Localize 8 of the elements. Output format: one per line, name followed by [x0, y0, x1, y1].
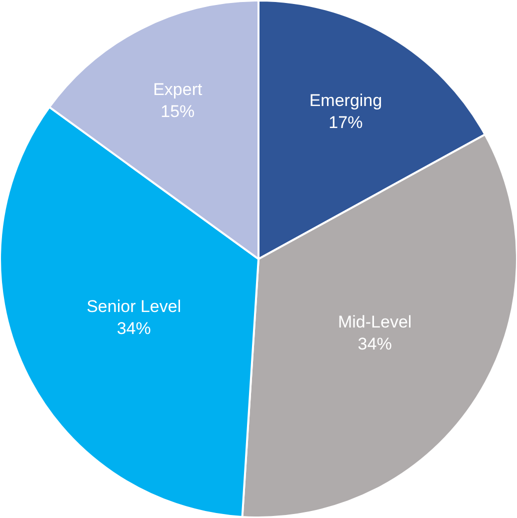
data-label: 15%: [160, 102, 195, 122]
slice-label: Expert: [153, 80, 202, 100]
data-label: 34%: [358, 334, 392, 354]
data-label: 17%: [328, 113, 363, 132]
data-label: 34%: [116, 319, 151, 338]
slice-label: Mid-Level: [338, 312, 412, 332]
slice-label: Senior Level: [86, 297, 182, 316]
slice-label: Emerging: [309, 91, 382, 110]
